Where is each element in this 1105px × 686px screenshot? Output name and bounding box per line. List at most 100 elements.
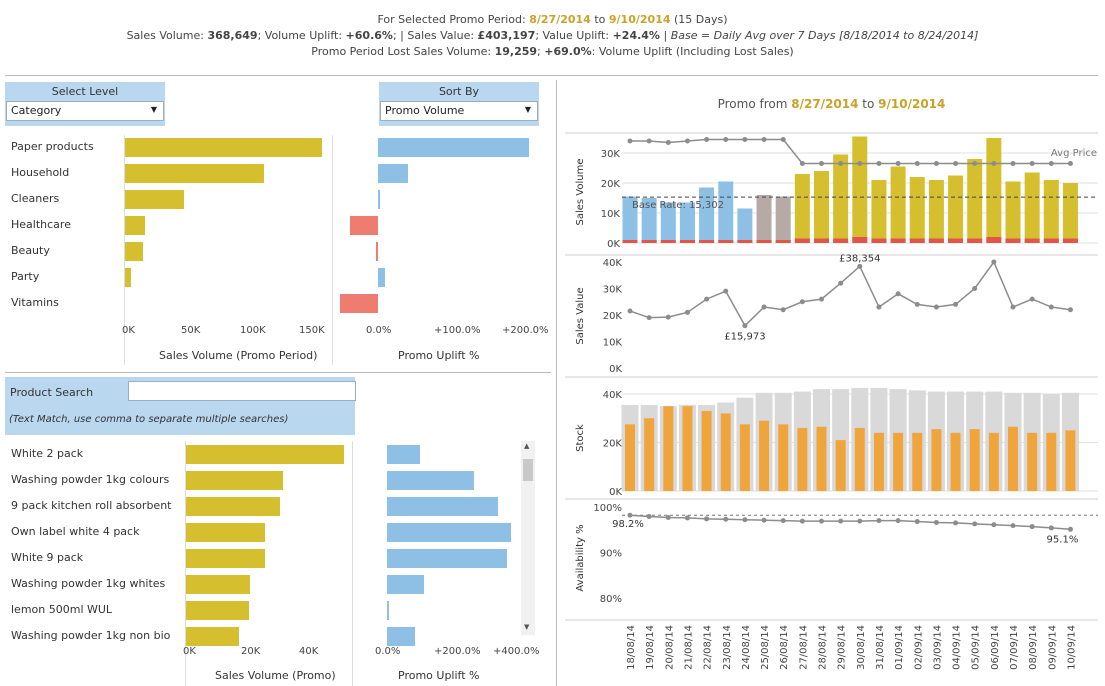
lost-sales-bar[interactable] <box>737 240 753 243</box>
stock-sales-bar[interactable] <box>1008 426 1018 491</box>
sales-volume-bar[interactable] <box>641 198 657 243</box>
scrollbar-thumb[interactable] <box>523 459 533 481</box>
avg-price-point[interactable] <box>991 161 997 166</box>
sales-volume-bar[interactable] <box>756 195 772 243</box>
avg-price-point[interactable] <box>799 161 805 166</box>
lost-sales-bar[interactable] <box>1043 238 1059 244</box>
sales-volume-bar[interactable] <box>909 177 925 243</box>
product-volume-bar[interactable] <box>186 626 239 646</box>
lost-sales-bar[interactable] <box>928 238 944 244</box>
avg-price-point[interactable] <box>972 161 978 166</box>
stock-sales-bar[interactable] <box>720 413 731 491</box>
lost-sales-bar[interactable] <box>852 237 868 243</box>
scroll-down-icon[interactable]: ▼ <box>524 623 530 631</box>
sales-volume-bar[interactable] <box>1043 180 1059 243</box>
sales-value-point[interactable] <box>1048 304 1054 310</box>
sales-value-point[interactable] <box>646 315 652 321</box>
avg-price-point[interactable] <box>1029 161 1035 166</box>
category-uplift-bar[interactable] <box>378 137 529 157</box>
availability-point[interactable] <box>799 518 805 524</box>
sales-value-point[interactable] <box>627 308 633 314</box>
sales-volume-bar[interactable] <box>775 196 791 244</box>
scroll-up-icon[interactable]: ▲ <box>524 442 530 450</box>
availability-point[interactable] <box>914 519 920 525</box>
stock-sales-bar[interactable] <box>1065 430 1076 491</box>
stock-sales-bar[interactable] <box>701 410 712 491</box>
product-uplift-bar[interactable] <box>387 626 416 646</box>
sales-volume-bar[interactable] <box>794 174 810 243</box>
category-row-label[interactable]: Beauty <box>11 244 50 257</box>
category-uplift-bar[interactable] <box>378 267 386 287</box>
avg-price-point[interactable] <box>857 161 863 166</box>
lost-sales-bar[interactable] <box>641 240 657 243</box>
sales-volume-bar[interactable] <box>660 202 676 244</box>
product-volume-bar[interactable] <box>186 574 251 594</box>
stock-sales-bar[interactable] <box>1027 432 1038 491</box>
stock-sales-bar[interactable] <box>873 432 884 491</box>
stock-sales-bar[interactable] <box>912 432 923 491</box>
sales-volume-bar[interactable] <box>699 187 715 244</box>
category-volume-bar[interactable] <box>125 137 322 157</box>
category-row-label[interactable]: Party <box>11 270 40 283</box>
avg-price-point[interactable] <box>933 161 939 166</box>
sales-volume-bar[interactable] <box>1024 172 1040 244</box>
product-volume-bar[interactable] <box>186 522 265 542</box>
avg-price-point[interactable] <box>627 138 633 144</box>
sales-value-point[interactable] <box>723 288 729 294</box>
sales-volume-bar[interactable] <box>986 138 1002 243</box>
lost-sales-bar[interactable] <box>699 240 715 243</box>
product-row-label[interactable]: Washing powder 1kg non bio <box>11 629 171 642</box>
sales-volume-bar[interactable] <box>871 180 887 243</box>
availability-point[interactable] <box>684 515 690 521</box>
stock-sales-bar[interactable] <box>663 406 674 491</box>
product-row-label[interactable]: Own label white 4 pack <box>11 525 140 538</box>
avg-price-point[interactable] <box>780 137 786 142</box>
category-row-label[interactable]: Vitamins <box>11 296 59 309</box>
availability-point[interactable] <box>857 518 863 524</box>
sales-volume-bar[interactable] <box>948 175 964 244</box>
product-uplift-bar[interactable] <box>387 548 507 568</box>
availability-point[interactable] <box>780 518 786 524</box>
product-volume-bar[interactable] <box>186 444 344 464</box>
sales-value-point[interactable] <box>895 291 901 297</box>
avg-price-point[interactable] <box>761 137 767 142</box>
sort-by-dropdown[interactable]: Promo Volume ▼ <box>380 101 538 121</box>
sales-value-point[interactable] <box>953 301 959 307</box>
stock-sales-bar[interactable] <box>988 432 999 491</box>
product-volume-bar[interactable] <box>186 548 265 568</box>
category-uplift-bar[interactable] <box>340 293 378 313</box>
lost-sales-bar[interactable] <box>948 238 964 244</box>
sales-value-point[interactable] <box>665 314 671 320</box>
category-uplift-bar[interactable] <box>378 189 380 209</box>
product-row-label[interactable]: Washing powder 1kg colours <box>11 473 170 486</box>
stock-sales-bar[interactable] <box>854 427 865 491</box>
avg-price-point[interactable] <box>646 138 652 144</box>
avg-price-point[interactable] <box>838 161 844 166</box>
stock-sales-bar[interactable] <box>893 432 904 491</box>
sales-value-point[interactable] <box>742 323 748 329</box>
stock-sales-bar[interactable] <box>969 429 980 491</box>
product-search-input[interactable] <box>128 381 356 401</box>
stock-sales-bar[interactable] <box>778 424 789 491</box>
lost-sales-bar[interactable] <box>794 238 810 244</box>
product-uplift-bar[interactable] <box>387 444 420 464</box>
stock-sales-bar[interactable] <box>931 429 942 491</box>
availability-point[interactable] <box>627 512 633 518</box>
product-row-label[interactable]: 9 pack kitchen roll absorbent <box>11 499 172 512</box>
availability-point[interactable] <box>819 518 824 524</box>
avg-price-point[interactable] <box>723 137 729 142</box>
sales-volume-bar[interactable] <box>718 181 734 244</box>
sales-volume-bar[interactable] <box>833 154 849 244</box>
stock-sales-bar[interactable] <box>759 420 770 491</box>
category-volume-bar[interactable] <box>125 267 132 287</box>
avg-price-point[interactable] <box>914 161 920 166</box>
sales-volume-bar[interactable] <box>622 196 638 244</box>
category-volume-bar[interactable] <box>125 241 144 261</box>
availability-point[interactable] <box>665 514 671 520</box>
category-row-label[interactable]: Cleaners <box>11 192 60 205</box>
avg-price-point[interactable] <box>953 161 959 166</box>
lost-sales-bar[interactable] <box>871 238 887 244</box>
stock-sales-bar[interactable] <box>739 424 750 491</box>
product-row-label[interactable]: White 2 pack <box>11 447 84 460</box>
product-list-scrollbar[interactable]: ▲ ▼ <box>521 441 535 635</box>
